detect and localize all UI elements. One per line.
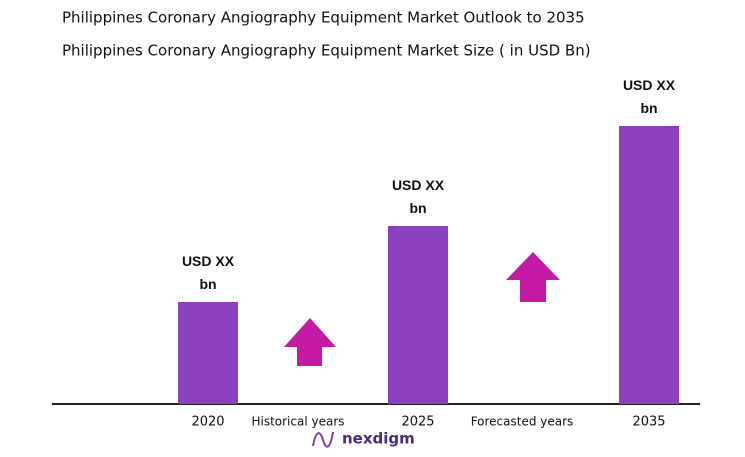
bar (388, 226, 448, 404)
value-label: USD XX bn (391, 177, 445, 216)
chart-title: Philippines Coronary Angiography Equipme… (62, 9, 585, 27)
value-label: USD XX bn (181, 253, 235, 292)
chart-subtitle: Philippines Coronary Angiography Equipme… (62, 42, 591, 60)
x-tick-label: 2025 (401, 415, 434, 430)
annotation: Historical years (251, 415, 344, 429)
annotation: Forecasted years (471, 415, 574, 429)
bar (619, 126, 679, 404)
bar (178, 302, 238, 404)
x-tick-label: 2020 (191, 415, 224, 430)
x-tick-label: 2035 (632, 415, 665, 430)
brand-logo-mark (312, 431, 334, 448)
growth-arrow (284, 318, 336, 366)
brand-logo: nexdigm (342, 430, 415, 448)
growth-arrow (506, 252, 560, 302)
value-label: USD XX bn (622, 77, 676, 116)
